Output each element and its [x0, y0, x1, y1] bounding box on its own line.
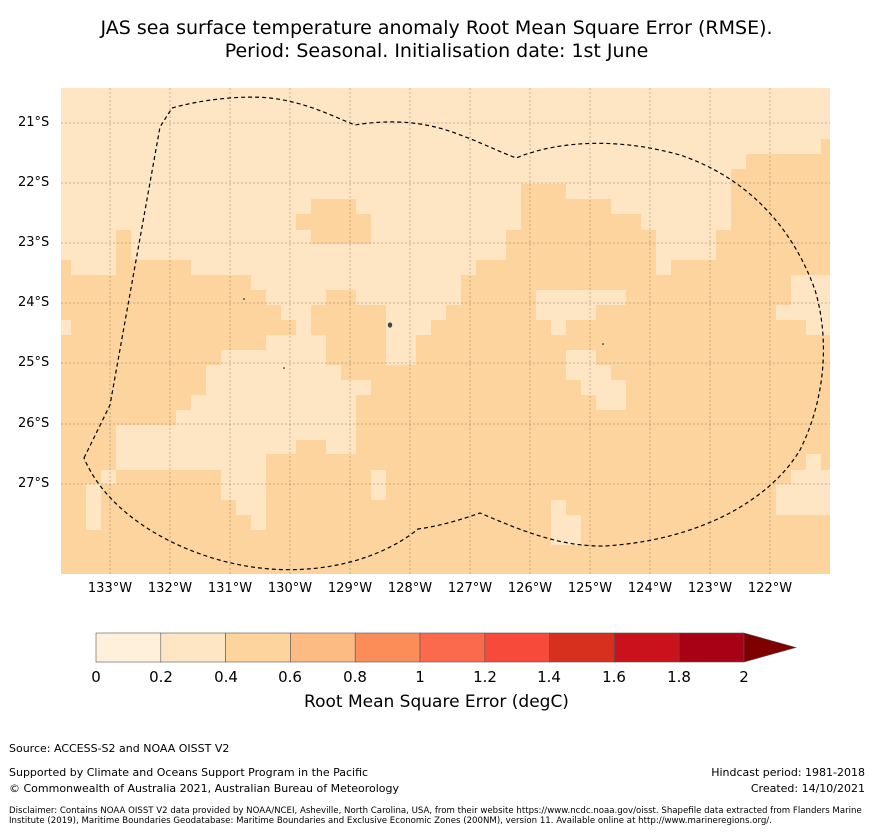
- lat-label: 21°S: [18, 115, 50, 130]
- colorbar-tick: 2: [739, 668, 749, 686]
- hindcast-period: Hindcast period: 1981-2018: [711, 766, 865, 779]
- colorbar-segment: [614, 632, 680, 663]
- rmse-region-04-06: [61, 139, 830, 574]
- map-title-line2: Period: Seasonal. Initialisation date: 1…: [224, 40, 649, 62]
- lon-label: 127°W: [447, 581, 493, 596]
- colorbar-segment: [160, 632, 226, 663]
- lat-label: 23°S: [18, 235, 50, 250]
- lon-label: 128°W: [387, 581, 433, 596]
- colorbar-tick: 1: [415, 668, 425, 686]
- island-marker: [243, 298, 245, 300]
- lon-label: 132°W: [147, 581, 193, 596]
- colorbar-segment: [484, 632, 550, 663]
- colorbar-tick: 0.6: [278, 668, 302, 686]
- colorbar-label: Root Mean Square Error (degC): [304, 692, 569, 712]
- colorbar-tick: 0.2: [149, 668, 173, 686]
- graticule: [61, 88, 830, 574]
- lon-label: 123°W: [687, 581, 733, 596]
- lat-label: 26°S: [18, 416, 50, 431]
- created-date: Created: 14/10/2021: [750, 782, 865, 795]
- colorbar-tick: 1.6: [602, 668, 626, 686]
- colorbar-segment: [290, 632, 356, 663]
- map-title-line1: JAS sea surface temperature anomaly Root…: [100, 17, 773, 39]
- colorbar-tick: 0.4: [214, 668, 238, 686]
- lat-label: 25°S: [18, 355, 50, 370]
- lon-label: 133°W: [87, 581, 133, 596]
- eez-boundary: [83, 96, 825, 571]
- island-marker: [387, 322, 393, 328]
- colorbar-segment: [95, 632, 162, 663]
- island-marker: [602, 343, 604, 345]
- colorbar-segment: [549, 632, 615, 663]
- lon-label: 126°W: [507, 581, 553, 596]
- lat-label: 24°S: [18, 295, 50, 310]
- lon-label: 129°W: [327, 581, 373, 596]
- lat-label: 27°S: [18, 476, 50, 491]
- colorbar-segment: [354, 632, 421, 663]
- colorbar-tick: 1.4: [537, 668, 561, 686]
- disclaimer: Disclaimer: Contains NOAA OISST V2 data …: [9, 806, 862, 826]
- island-marker: [283, 367, 285, 369]
- copyright-note: © Commonwealth of Australia 2021, Austra…: [9, 782, 399, 795]
- colorbar-tick: 1.8: [667, 668, 691, 686]
- lon-label: 124°W: [627, 581, 673, 596]
- colorbar-tick: 1.2: [473, 668, 497, 686]
- lon-label: 131°W: [207, 581, 253, 596]
- colorbar-tick: 0.8: [343, 668, 367, 686]
- colorbar-segment: [225, 632, 291, 663]
- supported-note: Supported by Climate and Oceans Support …: [9, 766, 369, 779]
- colorbar-segment: [678, 632, 745, 663]
- lon-label: 122°W: [747, 581, 793, 596]
- colorbar-tick: 0: [91, 668, 101, 686]
- lat-label: 22°S: [18, 175, 50, 190]
- colorbar: [95, 632, 798, 663]
- colorbar-segment: [419, 632, 486, 663]
- rmse-region-02-04: [371, 275, 830, 545]
- source-note: Source: ACCESS-S2 and NOAA OISST V2: [9, 742, 230, 755]
- lon-label: 125°W: [567, 581, 613, 596]
- colorbar-extend-arrow: [743, 632, 798, 663]
- lon-label: 130°W: [267, 581, 313, 596]
